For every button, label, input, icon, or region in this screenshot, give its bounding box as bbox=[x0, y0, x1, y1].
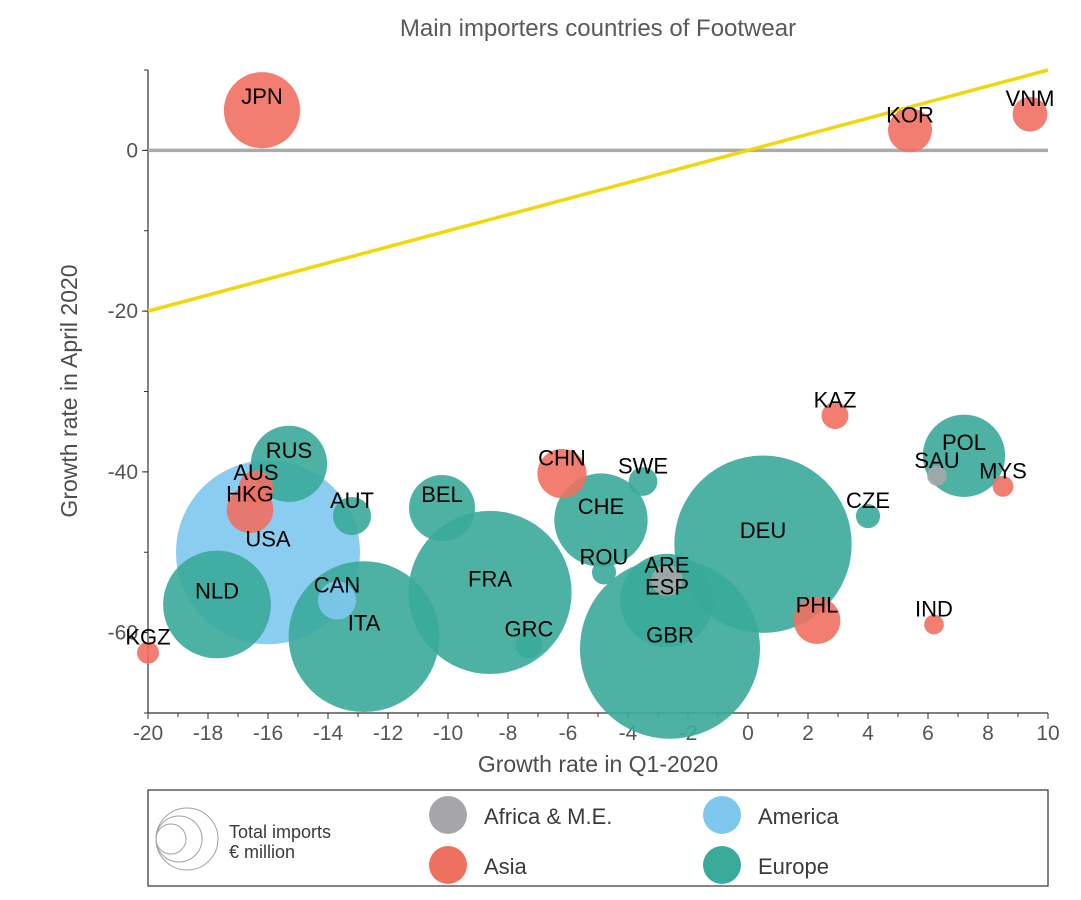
bubble-label-aut: AUT bbox=[330, 488, 374, 513]
bubble-label-kor: KOR bbox=[886, 102, 934, 127]
bubble-label-chn: CHN bbox=[538, 445, 586, 470]
bubble-label-sau: SAU bbox=[914, 448, 959, 473]
legend-label-america: America bbox=[758, 804, 839, 829]
y-tick-label: -40 bbox=[108, 461, 138, 484]
legend-swatch-asia bbox=[429, 846, 467, 884]
chart-title: Main importers countries of Footwear bbox=[400, 15, 796, 42]
legend-size-label-line2: € million bbox=[229, 842, 295, 862]
bubble-label-fra: FRA bbox=[468, 566, 512, 591]
legend-swatch-europe bbox=[703, 846, 741, 884]
bubble-nld bbox=[163, 550, 271, 659]
bubble-cze bbox=[855, 504, 881, 529]
bubble-aut bbox=[332, 497, 372, 536]
bubble-label-bel: BEL bbox=[421, 482, 463, 507]
bubble-chn bbox=[537, 448, 587, 499]
bubble-vnm bbox=[1012, 96, 1048, 132]
bubble-can bbox=[317, 581, 357, 620]
plot-area: -20-18-16-14-12-10-8-6-4-202468100-20-40… bbox=[108, 68, 1060, 745]
x-tick-label: -6 bbox=[559, 722, 578, 745]
bubble-ita bbox=[288, 561, 440, 713]
y-axis-title: Growth rate in April 2020 bbox=[56, 264, 82, 517]
bubble-label-are: ARE bbox=[644, 552, 689, 577]
bubble-label-cze: CZE bbox=[846, 488, 890, 513]
x-tick-label: 8 bbox=[982, 722, 994, 745]
legend-item-europe: Europe bbox=[703, 846, 829, 884]
x-tick-label: 4 bbox=[862, 722, 874, 745]
bubble-label-can: CAN bbox=[314, 572, 360, 597]
x-tick-label: 2 bbox=[802, 722, 814, 745]
bubble-label-pol: POL bbox=[942, 430, 986, 455]
legend-item-africa: Africa & M.E. bbox=[429, 796, 612, 834]
legend-label-africa: Africa & M.E. bbox=[484, 804, 612, 829]
bubble-kgz bbox=[137, 641, 159, 664]
bubble-jpn bbox=[223, 72, 301, 149]
bubble-phl bbox=[793, 597, 841, 644]
bubble-label-rou: ROU bbox=[580, 544, 629, 569]
y-tick-label: -20 bbox=[108, 300, 138, 323]
x-tick-label: -16 bbox=[253, 722, 283, 745]
x-tick-label: 10 bbox=[1036, 722, 1059, 745]
bubble-label-ind: IND bbox=[915, 597, 953, 622]
bubble-ind bbox=[924, 614, 944, 635]
bubble-label-kaz: KAZ bbox=[814, 388, 857, 413]
bubble-swe bbox=[628, 467, 658, 496]
x-tick-label: -18 bbox=[193, 722, 223, 745]
bubble-label-usa: USA bbox=[245, 526, 291, 551]
bubble-label-esp: ESP bbox=[645, 574, 689, 599]
bubble-label-phl: PHL bbox=[796, 593, 839, 618]
bubble-label-hkg: HKG bbox=[226, 482, 274, 507]
y-tick-label: 0 bbox=[126, 139, 138, 162]
legend-size-label-line1: Total imports bbox=[229, 822, 331, 842]
legend: Total imports € million Africa & M.E. Am… bbox=[147, 789, 1049, 887]
x-tick-label: 0 bbox=[742, 722, 754, 745]
diagonal-reference-line bbox=[147, 68, 1049, 313]
bubble-label-swe: SWE bbox=[618, 454, 668, 479]
bubble-are bbox=[651, 564, 683, 596]
bubble-label-kgz: KGZ bbox=[125, 625, 170, 650]
legend-swatch-america bbox=[703, 796, 741, 834]
legend-item-america: America bbox=[703, 796, 839, 834]
bubble-bel bbox=[409, 475, 475, 542]
bubble-deu bbox=[674, 455, 852, 633]
legend-label-europe: Europe bbox=[758, 854, 829, 879]
legend-item-asia: Asia bbox=[429, 846, 528, 884]
y-tick-label: -60 bbox=[108, 622, 138, 645]
bubble-label-grc: GRC bbox=[505, 617, 554, 642]
bubble-label-rus: RUS bbox=[266, 438, 312, 463]
bubble-label-ita: ITA bbox=[348, 611, 381, 636]
bubble-label-nld: NLD bbox=[195, 578, 239, 603]
legend-label-asia: Asia bbox=[484, 854, 528, 879]
x-tick-label: -20 bbox=[133, 722, 163, 745]
bubble-label-gbr: GBR bbox=[646, 623, 694, 648]
size-legend-icon bbox=[155, 807, 219, 871]
x-tick-label: -14 bbox=[313, 722, 344, 745]
bubble-mys bbox=[992, 475, 1014, 497]
bubble-esp bbox=[620, 553, 714, 648]
x-tick-label: -10 bbox=[433, 722, 463, 745]
bubble-label-aus: AUS bbox=[233, 460, 278, 485]
bubble-grc bbox=[515, 631, 543, 659]
bubble-sau bbox=[927, 466, 947, 486]
x-axis-title: Growth rate in Q1-2020 bbox=[478, 751, 718, 777]
bubble-kor bbox=[888, 108, 932, 153]
bubble-kaz bbox=[821, 402, 849, 430]
legend-box bbox=[147, 789, 1049, 887]
bubble-label-vnm: VNM bbox=[1006, 86, 1055, 111]
legend-swatch-africa bbox=[429, 796, 467, 834]
bubble-label-che: CHE bbox=[578, 494, 624, 519]
bubble-label-deu: DEU bbox=[740, 518, 786, 543]
bubble-label-jpn: JPN bbox=[241, 84, 283, 109]
bubble-che bbox=[554, 473, 648, 567]
bubble-rou bbox=[591, 560, 617, 585]
x-tick-label: -8 bbox=[499, 722, 518, 745]
x-tick-label: -12 bbox=[373, 722, 403, 745]
bubble-label-mys: MYS bbox=[979, 458, 1027, 483]
x-tick-label: 6 bbox=[922, 722, 934, 745]
bubble-aus bbox=[238, 470, 274, 506]
